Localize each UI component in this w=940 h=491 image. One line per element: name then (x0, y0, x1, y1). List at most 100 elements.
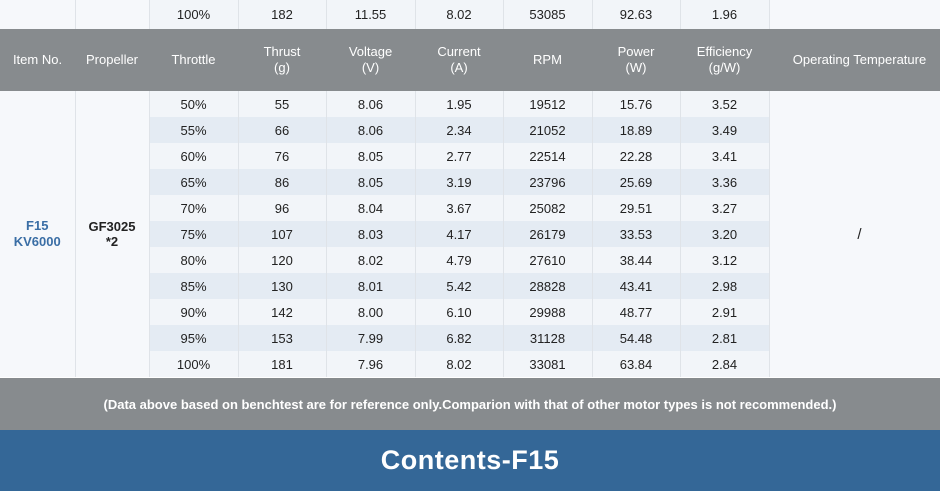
throttle-cell: 65% (149, 169, 239, 195)
current-cell: 1.95 (415, 91, 504, 117)
header-voltage: Voltage (V) (326, 29, 415, 91)
header-efficiency: Efficiency (g/W) (680, 29, 769, 91)
header-label: Voltage (348, 44, 393, 59)
table-cell: 100% (149, 0, 239, 29)
table-cell: 11.55 (326, 0, 416, 29)
table-row: 75% 107 8.03 4.17 26179 33.53 3.20 (0, 221, 940, 247)
efficiency-cell: 3.27 (680, 195, 770, 221)
table-row: 85% 130 8.01 5.42 28828 43.41 2.98 (0, 273, 940, 299)
throttle-cell: 50% (149, 91, 239, 117)
efficiency-cell: 2.81 (680, 325, 770, 351)
table-cell: 53085 (503, 0, 593, 29)
power-cell: 63.84 (592, 351, 681, 377)
rpm-cell: 23796 (503, 169, 593, 195)
efficiency-cell: 2.84 (680, 351, 770, 377)
thrust-cell: 153 (238, 325, 327, 351)
table-row: 80% 120 8.02 4.79 27610 38.44 3.12 (0, 247, 940, 273)
power-cell: 48.77 (592, 299, 681, 325)
power-cell: 43.41 (592, 273, 681, 299)
throttle-cell: 60% (149, 143, 239, 169)
header-rpm: RPM (503, 29, 592, 91)
rpm-cell: 26179 (503, 221, 593, 247)
header-unit: (A) (450, 60, 468, 75)
throttle-cell: 80% (149, 247, 239, 273)
header-thrust: Thrust (g) (238, 29, 326, 91)
thrust-cell: 96 (238, 195, 327, 221)
thrust-cell: 181 (238, 351, 327, 377)
table-row: 100% 181 7.96 8.02 33081 63.84 2.84 (0, 351, 940, 377)
data-table-body: F15 KV6000 GF3025 *2 50% 55 8.06 1.95 1951… (0, 91, 940, 377)
current-cell: 2.34 (415, 117, 504, 143)
rpm-cell: 22514 (503, 143, 593, 169)
throttle-cell: 55% (149, 117, 239, 143)
rpm-cell: 25082 (503, 195, 593, 221)
current-cell: 2.77 (415, 143, 504, 169)
current-cell: 3.67 (415, 195, 504, 221)
thrust-cell: 130 (238, 273, 327, 299)
power-cell: 22.28 (592, 143, 681, 169)
power-cell: 33.53 (592, 221, 681, 247)
current-cell: 5.42 (415, 273, 504, 299)
table-cell: 182 (238, 0, 327, 29)
thrust-cell: 142 (238, 299, 327, 325)
propeller-value: GF3025 *2 (75, 91, 150, 377)
efficiency-cell: 3.36 (680, 169, 770, 195)
table-row: F15 KV6000 GF3025 *2 50% 55 8.06 1.95 1951… (0, 91, 940, 377)
efficiency-cell: 3.49 (680, 117, 770, 143)
table-row: 55% 66 8.06 2.34 21052 18.89 3.49 (0, 117, 940, 143)
section-title: Contents-F15 (0, 430, 940, 491)
temperature-cell (769, 0, 940, 29)
voltage-cell: 8.05 (326, 143, 416, 169)
voltage-cell: 7.96 (326, 351, 416, 377)
header-label: Thrust (263, 44, 301, 59)
power-cell: 54.48 (592, 325, 681, 351)
header-unit: (g/W) (708, 60, 741, 75)
item-line2: KV6000 (13, 234, 61, 249)
power-cell: 25.69 (592, 169, 681, 195)
header-unit: (V) (361, 60, 380, 75)
propeller-cell (75, 0, 150, 29)
table-row: 90% 142 8.00 6.10 29988 48.77 2.91 (0, 299, 940, 325)
rpm-cell: 33081 (503, 351, 593, 377)
rpm-cell: 21052 (503, 117, 593, 143)
propeller-line1: GF3025 (88, 219, 136, 234)
efficiency-cell: 2.91 (680, 299, 770, 325)
efficiency-cell: 3.12 (680, 247, 770, 273)
header-row: Item No. Propeller Throttle Thrust (g) Vo… (0, 29, 940, 91)
rpm-cell: 28828 (503, 273, 593, 299)
efficiency-cell: 3.20 (680, 221, 770, 247)
throttle-cell: 90% (149, 299, 239, 325)
voltage-cell: 7.99 (326, 325, 416, 351)
rpm-cell: 19512 (503, 91, 593, 117)
thrust-cell: 55 (238, 91, 327, 117)
current-cell: 3.19 (415, 169, 504, 195)
header-unit: (W) (625, 60, 647, 75)
thrust-cell: 66 (238, 117, 327, 143)
voltage-cell: 8.01 (326, 273, 416, 299)
header-power: Power (W) (592, 29, 680, 91)
table-row: 95% 153 7.99 6.82 31128 54.48 2.81 (0, 325, 940, 351)
efficiency-cell: 3.52 (680, 91, 770, 117)
throttle-cell: 70% (149, 195, 239, 221)
efficiency-cell: 3.41 (680, 143, 770, 169)
voltage-cell: 8.00 (326, 299, 416, 325)
header-operating-temperature: Operating Temperature (769, 29, 940, 91)
header-throttle: Throttle (149, 29, 238, 91)
header-label: Efficiency (696, 44, 753, 59)
voltage-cell: 8.06 (326, 91, 416, 117)
power-cell: 18.89 (592, 117, 681, 143)
table-row: 70% 96 8.04 3.67 25082 29.51 3.27 (0, 195, 940, 221)
disclaimer-note: (Data above based on benchtest are for r… (0, 378, 940, 430)
header-table: Item No. Propeller Throttle Thrust (g) Vo… (0, 29, 940, 91)
voltage-cell: 8.04 (326, 195, 416, 221)
current-cell: 4.17 (415, 221, 504, 247)
propeller-line2: *2 (105, 234, 119, 249)
data-table: F15 KV6000 GF3025 *2 50% 55 8.06 1.95 1951… (0, 91, 940, 377)
current-cell: 8.02 (415, 351, 504, 377)
voltage-cell: 8.06 (326, 117, 416, 143)
rpm-cell: 27610 (503, 247, 593, 273)
power-cell: 29.51 (592, 195, 681, 221)
rpm-cell: 31128 (503, 325, 593, 351)
voltage-cell: 8.05 (326, 169, 416, 195)
